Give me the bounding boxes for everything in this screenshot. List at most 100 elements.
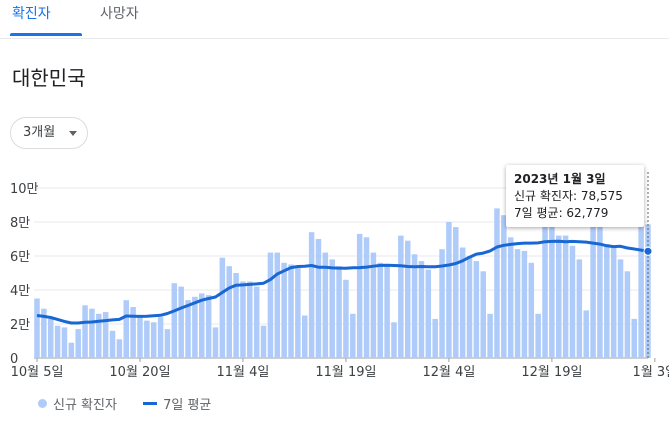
x-tick-label: 11월 4일 [217,365,270,380]
case-bar [384,266,390,358]
tab-deaths[interactable]: 사망자 [100,6,139,22]
case-bar [240,281,246,358]
case-bar [61,327,68,358]
case-bar [528,262,535,358]
case-bar [549,211,555,358]
cases-chart[interactable]: 0 2만 4만 6만 8만 10만 10월 5일 10월 20일 11월 4일 11월 19일 12… [0,0,669,390]
case-bar [96,313,102,358]
tooltip-date: 2023년 1월 3일 [514,172,606,186]
case-bar [576,259,583,358]
case-bar [130,307,136,358]
case-bar [102,312,109,358]
case-bar [322,252,329,358]
case-bar [638,211,644,358]
case-bar [308,232,315,358]
case-bar [267,252,274,358]
case-bar [446,222,452,358]
x-tick-label: 10월 20일 [109,365,170,380]
case-bar [260,325,267,358]
case-bar [336,266,342,358]
case-bar [370,252,377,358]
case-bar [432,318,438,358]
case-bar [178,286,184,358]
case-bar [54,325,61,358]
case-bar [583,310,589,358]
case-bar [597,215,603,358]
case-bar [556,235,562,358]
case-bar [624,271,631,358]
case-bar [68,342,75,358]
range-dropdown[interactable]: 3개월 [10,117,88,149]
average-legend-line [143,402,158,405]
case-bar [164,329,171,358]
y-tick-label: 8만 [10,216,30,231]
chart-tooltip: 2023년 1월 3일 신규 확진자: 78,575 7일 평균: 62,779 [506,165,644,227]
case-bar [535,313,541,358]
case-bar [301,315,308,358]
case-bar [398,235,404,358]
case-bar [391,322,397,358]
case-bar [590,215,596,358]
x-tick-label: 12월 19일 [521,365,582,380]
case-bar [253,286,260,358]
case-bar [363,237,370,358]
case-bar [631,318,638,358]
case-bar [617,259,624,358]
case-bar [501,215,507,358]
case-bar [542,208,548,358]
case-bar [356,233,363,358]
case-bar [439,249,445,358]
range-label: 3개월 [23,125,56,140]
x-tick-label: 11월 19일 [315,365,376,380]
average-point [643,246,653,256]
y-tick-label: 10만 [10,182,39,197]
case-bar [315,239,322,358]
case-bar [645,224,651,358]
case-bar [150,322,157,358]
case-bar [109,330,116,358]
case-bar [144,320,150,358]
legend-average-label: 7일 평균 [163,398,212,413]
case-bar [350,313,356,358]
case-bar [473,261,480,358]
case-bar [377,262,384,358]
case-bar [274,252,281,358]
case-bar [562,235,569,358]
caret-down-icon [69,131,77,136]
case-bar [34,298,40,358]
case-bar [157,317,164,358]
case-bar [247,281,253,358]
region-title: 대한민국 [12,66,86,90]
case-bar [185,300,191,358]
case-bar [514,249,521,358]
case-bar [569,245,576,358]
case-bar [604,244,610,358]
tab-cases[interactable]: 확진자 [10,0,82,36]
case-bar [171,283,178,358]
tooltip-average: 7일 평균: 62,779 [514,206,609,220]
case-bar [192,296,198,358]
x-tick-label: 10월 5일 [11,365,64,380]
case-bar [466,256,473,358]
case-bar [521,250,528,358]
y-tick-label: 2만 [10,318,30,333]
case-bar [329,259,335,358]
case-bar [411,254,418,358]
case-bar [507,237,514,358]
case-bar [494,208,500,358]
y-tick-label: 6만 [10,250,30,265]
case-bar [116,339,123,358]
case-bar [82,305,88,358]
case-bar [199,293,205,358]
y-tick-label: 0 [10,352,18,367]
case-bar [47,318,54,358]
case-bar [425,269,432,358]
case-bar [226,266,232,358]
average-line [36,239,649,325]
case-bar [480,271,486,358]
case-bar [205,295,212,358]
case-bar [212,327,219,358]
cases-legend-dot [38,399,47,408]
case-bar [219,257,226,358]
case-bar [459,247,466,358]
